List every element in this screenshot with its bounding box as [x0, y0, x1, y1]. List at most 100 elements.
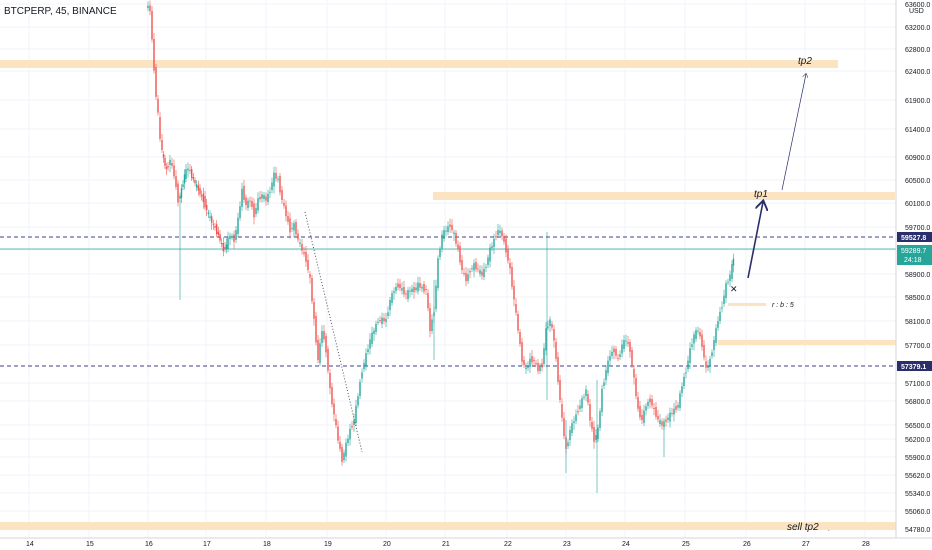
candle: [681, 382, 683, 397]
candle: [517, 311, 519, 334]
candle: [271, 177, 273, 193]
time-axis-label: 25: [682, 541, 690, 548]
price-tick-label: 56800.0: [905, 399, 930, 406]
candle: [225, 238, 228, 254]
candle: [185, 164, 187, 182]
candle: [487, 254, 489, 268]
candle: [447, 221, 449, 235]
candle: [349, 423, 351, 446]
candle: [217, 226, 219, 238]
candle: [393, 287, 395, 300]
chart-grid: [0, 0, 896, 538]
candle: [543, 343, 545, 367]
candle: [481, 265, 483, 280]
candle: [507, 245, 509, 264]
candle: [445, 225, 447, 237]
time-axis-label: 24: [622, 541, 630, 548]
candle: [199, 184, 201, 198]
candle: [391, 290, 393, 306]
candle: [463, 268, 465, 277]
price-axis[interactable]: 63600.0 63200.0 62800.0 62400.0 61900.0 61400…: [895, 0, 930, 538]
candle: [531, 350, 533, 366]
candle: [671, 408, 673, 417]
candle: [537, 359, 539, 375]
candle: [164, 155, 166, 170]
candle: [431, 314, 433, 334]
candle: [551, 321, 553, 331]
candle: [214, 223, 216, 231]
risk-reward-label[interactable]: r : b : 5: [772, 302, 794, 309]
candle: [525, 362, 527, 374]
candle: [443, 226, 445, 242]
tp2-label[interactable]: tp2: [798, 56, 812, 67]
sell-tp2-dot: .: [828, 527, 830, 533]
trend-line-dotted[interactable]: [304, 211, 363, 453]
candle: [383, 313, 385, 325]
arrow-to-tp2[interactable]: [781, 74, 806, 191]
candle: [417, 276, 419, 295]
candle: [367, 344, 369, 355]
candle: [211, 213, 213, 230]
candle: [419, 277, 421, 291]
support-zone-mid[interactable]: [718, 340, 896, 345]
sell-tp2-label[interactable]: sell tp2: [787, 522, 819, 533]
candle: [165, 163, 168, 175]
candle: [363, 359, 365, 372]
svg-text:59527.8: 59527.8: [901, 235, 926, 242]
candle: [703, 340, 705, 361]
candle: [319, 338, 321, 366]
support-zone-bottom[interactable]: [0, 522, 896, 530]
candle: [191, 166, 193, 181]
candle: [623, 335, 625, 352]
candle: [659, 414, 661, 427]
candle: [291, 222, 293, 232]
time-axis-label: 14: [26, 541, 34, 548]
candle: [245, 194, 247, 210]
candle: [691, 338, 693, 350]
candle: [677, 402, 679, 411]
candle: [321, 325, 323, 347]
candle: [261, 191, 263, 203]
candle: [182, 180, 184, 190]
price-axis-unit: USD: [909, 8, 924, 15]
candle: [194, 177, 196, 187]
candle: [202, 187, 204, 209]
candle: [471, 265, 473, 272]
candle: [469, 268, 471, 279]
candle: [253, 198, 255, 225]
candle: [307, 254, 309, 273]
support-zone-small[interactable]: [728, 303, 766, 306]
arrow-to-tp1[interactable]: [747, 202, 763, 279]
candle: [449, 218, 451, 233]
candle: [381, 312, 383, 328]
candle: [347, 434, 349, 446]
candle: [587, 390, 589, 406]
candle: [331, 383, 333, 408]
price-tick-label: 57100.0: [905, 381, 930, 388]
candle: [379, 316, 381, 323]
candle: [589, 399, 591, 427]
candle: [224, 242, 226, 253]
candle: [483, 262, 485, 280]
symbol-title: BTCPERP, 45, BINANCE: [4, 6, 117, 17]
candle: [351, 421, 353, 431]
tp1-label[interactable]: tp1: [754, 189, 768, 200]
candle: [315, 312, 317, 346]
candle: [661, 418, 663, 430]
candle: [473, 259, 475, 278]
candle: [359, 378, 361, 399]
cross-marker-icon: ✕: [730, 285, 738, 295]
resistance-zone-tp1[interactable]: [433, 192, 895, 200]
candle: [479, 265, 481, 277]
candle: [689, 342, 691, 369]
candle: [233, 230, 235, 249]
candle: [209, 210, 211, 221]
candle: [371, 326, 373, 347]
candle: [451, 219, 453, 233]
resistance-zone-top[interactable]: [0, 60, 838, 68]
candle: [399, 279, 401, 292]
candle: [701, 329, 703, 351]
time-axis[interactable]: 14 15 16 17 18 19 20 21 22 23 24 25 26 27 28: [0, 537, 932, 548]
candle: [527, 361, 529, 371]
